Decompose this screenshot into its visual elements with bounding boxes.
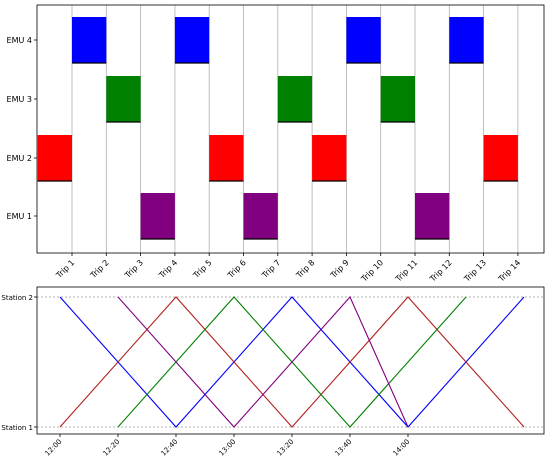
x-tick-label: Trip 4	[157, 258, 180, 281]
x-tick-label: Trip 1	[54, 258, 77, 281]
trip-bar	[277, 76, 313, 122]
train-path-line	[59, 296, 525, 428]
trip-assignment-chart: EMU 1 EMU 2 EMU 3 EMU 4 Trip 1 Trip 2 Trip 3 Tr…	[7, 4, 545, 284]
x-tick-label: Trip 14	[496, 258, 522, 284]
x-tick-label: 12:00	[43, 438, 63, 458]
x-tick-label: 13:20	[275, 438, 295, 458]
trip-bar	[140, 193, 175, 239]
x-tick-label: Trip 9	[328, 258, 351, 281]
trip-bar	[209, 135, 244, 181]
train-path-line	[59, 296, 525, 428]
trip-bar	[72, 17, 107, 63]
x-tick-label: 12:20	[101, 438, 121, 458]
x-tick-label: 12:40	[159, 438, 179, 458]
x-tick-label: Trip 7	[260, 258, 283, 281]
x-tick-label: Trip 2	[88, 258, 111, 281]
y-tick-label: EMU 2	[7, 154, 32, 163]
x-tick-label: Trip 13	[462, 258, 488, 284]
x-tick-label: 14:00	[391, 438, 411, 458]
y-tick-label: EMU 3	[7, 95, 32, 104]
trip-bar	[174, 17, 210, 63]
train-diagram-chart: Station 1 Station 2 12:00 12:20 12:40 13:00 13…	[1, 286, 545, 458]
plot-frame	[36, 286, 545, 435]
trip-bar	[312, 135, 347, 181]
x-tick-label: 13:40	[333, 438, 353, 458]
trip-bar	[449, 17, 484, 63]
trip-bar	[415, 193, 450, 239]
trip-bar	[243, 193, 278, 239]
y-tick-label: Station 1	[1, 424, 33, 432]
trip-bar	[380, 76, 415, 122]
x-tick-label: Trip 10	[359, 258, 385, 284]
train-path-line	[117, 295, 409, 428]
y-tick-label: EMU 4	[7, 36, 32, 45]
x-tick-label: Trip 3	[122, 258, 145, 281]
x-tick-label: Trip 8	[294, 258, 317, 281]
x-tick-label: 13:00	[217, 438, 237, 458]
trip-bar	[346, 17, 381, 63]
trip-bar	[483, 135, 518, 181]
trip-bar	[37, 135, 72, 181]
x-tick-label: Trip 5	[191, 258, 214, 281]
plot-frame	[36, 4, 545, 254]
x-tick-label: Trip 12	[428, 258, 454, 284]
y-tick-label: EMU 1	[7, 212, 32, 221]
trip-bar	[106, 76, 141, 122]
y-tick-label: Station 2	[1, 294, 33, 302]
x-tick-label: Trip 6	[225, 258, 248, 281]
x-tick-label: Trip 11	[393, 258, 419, 284]
